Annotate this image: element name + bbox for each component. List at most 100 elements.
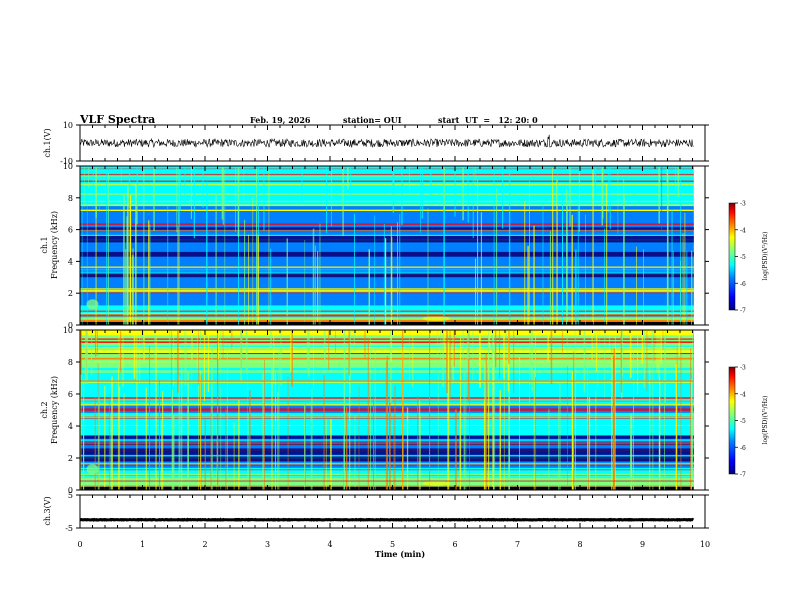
spectrogram-band xyxy=(80,190,694,194)
spectrogram-sferic xyxy=(370,336,371,490)
spectrogram-sferic xyxy=(84,167,85,208)
spectrogram-sferic xyxy=(680,336,682,490)
spectrogram-sferic xyxy=(206,181,208,325)
spectrogram-sferic xyxy=(145,387,147,490)
spectrogram-band xyxy=(80,280,694,284)
spectrogram-band xyxy=(80,330,694,333)
spectrogram-sferic xyxy=(658,331,660,379)
spectrogram-sferic xyxy=(389,331,392,403)
ch3-waveform-ytick-label: -5 xyxy=(65,524,73,533)
spectrogram-sferic xyxy=(585,214,586,325)
x-tick-label: 4 xyxy=(327,540,332,549)
x-axis-ticks xyxy=(79,125,706,528)
spectrogram-sferic xyxy=(485,353,487,490)
spectrogram-sferic xyxy=(110,414,112,490)
spectrogram-band xyxy=(80,195,694,199)
spectrogram-sferic xyxy=(139,331,141,383)
spectrogram-sferic xyxy=(613,356,615,490)
spectrogram-sferic xyxy=(81,177,83,325)
spectrogram-sferic xyxy=(558,405,559,490)
spectrogram-sferic xyxy=(278,348,280,490)
spectrogram-sferic xyxy=(193,167,195,239)
spectrogram-sferic xyxy=(313,228,315,325)
spectrogram-sferic xyxy=(440,331,442,367)
spectrogram-sferic xyxy=(496,188,498,325)
spectrogram-sferic xyxy=(325,418,327,490)
spectrogram-sferic xyxy=(394,385,396,490)
spectrogram-sferic xyxy=(595,390,597,490)
spectrogram-sferic xyxy=(631,413,633,490)
spectrogram-sferic xyxy=(611,355,613,490)
spectrogram-sferic xyxy=(304,240,306,325)
ch1-colorbar-gradient xyxy=(728,202,736,311)
spectrogram-sferic xyxy=(666,170,668,325)
spectrogram-band xyxy=(80,305,694,308)
spectrogram-sferic xyxy=(572,419,574,490)
x-tick-label: 2 xyxy=(202,540,207,549)
spectrogram-sferic xyxy=(95,167,97,218)
spectrogram-sferic xyxy=(690,348,692,490)
spectrogram-sferic xyxy=(483,400,485,490)
spectrogram-sferic xyxy=(420,167,421,233)
x-axis-tick-labels: 0 1 2 3 4 5 6 7 8 9 10 xyxy=(77,540,710,549)
spectrogram-sferic xyxy=(505,331,507,359)
spectrogram-sferic xyxy=(397,222,398,325)
spectrogram-sferic xyxy=(646,331,648,392)
spectrogram-sferic xyxy=(390,331,392,364)
spectrogram-sferic xyxy=(323,331,326,368)
spectrogram-sferic xyxy=(184,167,186,205)
spectrogram-sferic xyxy=(149,224,151,325)
spectrogram-sferic xyxy=(245,331,248,374)
spectrogram-band xyxy=(80,262,694,266)
spectrogram-sferic xyxy=(477,180,479,325)
spectrogram-sferic xyxy=(86,193,88,325)
spectrogram-sferic xyxy=(472,167,474,239)
spectrogram-sferic xyxy=(488,331,489,391)
spectrogram-sferic xyxy=(308,331,310,377)
ch2-spectrogram-ytick-label: 6 xyxy=(68,390,73,399)
spectrogram-sferic xyxy=(270,331,272,348)
spectrogram-sferic xyxy=(304,402,306,490)
spectrogram-sferic xyxy=(651,331,653,351)
spectrogram-sferic xyxy=(257,167,259,237)
figure-title: VLF Spectra xyxy=(79,113,155,126)
spectrogram-sferic xyxy=(399,213,401,325)
spectrogram-sferic xyxy=(503,333,505,490)
spectrogram-sferic xyxy=(237,167,240,237)
spectrogram-sferic xyxy=(286,238,288,325)
spectrogram-band xyxy=(80,175,694,179)
x-tick-label: 8 xyxy=(577,540,582,549)
spectrogram-sferic xyxy=(155,337,157,490)
spectrogram-band xyxy=(80,300,694,303)
spectrogram-sferic xyxy=(178,376,180,490)
ch3-waveform-ylabel: ch.3(V) xyxy=(43,496,52,525)
spectrogram-sferic xyxy=(83,376,85,490)
spectrogram-sferic xyxy=(271,367,273,490)
spectrogram-sferic xyxy=(389,402,391,490)
ch1-colorbar-tick-label: -4 xyxy=(740,227,746,234)
spectrogram-dark-band xyxy=(80,251,694,257)
spectrogram-sferic xyxy=(173,331,175,387)
spectrogram-sferic xyxy=(682,233,684,325)
spectrogram-sferic xyxy=(449,331,451,399)
spectrogram-sferic xyxy=(609,167,611,229)
spectrogram-sferic xyxy=(343,411,344,490)
spectrogram-sferic xyxy=(207,331,210,392)
spectrogram-sferic xyxy=(421,167,424,219)
spectrogram-sferic xyxy=(342,167,344,237)
spectrogram-sferic xyxy=(224,169,226,325)
spectrogram-sferic xyxy=(636,246,637,325)
spectrogram-line xyxy=(80,180,694,182)
spectrogram-line xyxy=(80,290,694,291)
ch1-spectrogram-ytick-label: 0 xyxy=(68,321,73,330)
spectrogram-sferic xyxy=(479,331,481,388)
spectrogram-sferic xyxy=(652,343,654,490)
spectrogram-sferic xyxy=(120,331,122,373)
spectrogram-sferic xyxy=(567,205,568,325)
spectrogram-sferic xyxy=(171,389,173,490)
spectrogram-sferic xyxy=(108,393,110,490)
spectrogram-sferic xyxy=(509,344,510,490)
spectrogram-sferic xyxy=(406,407,409,490)
spectrogram-sferic xyxy=(125,249,127,325)
